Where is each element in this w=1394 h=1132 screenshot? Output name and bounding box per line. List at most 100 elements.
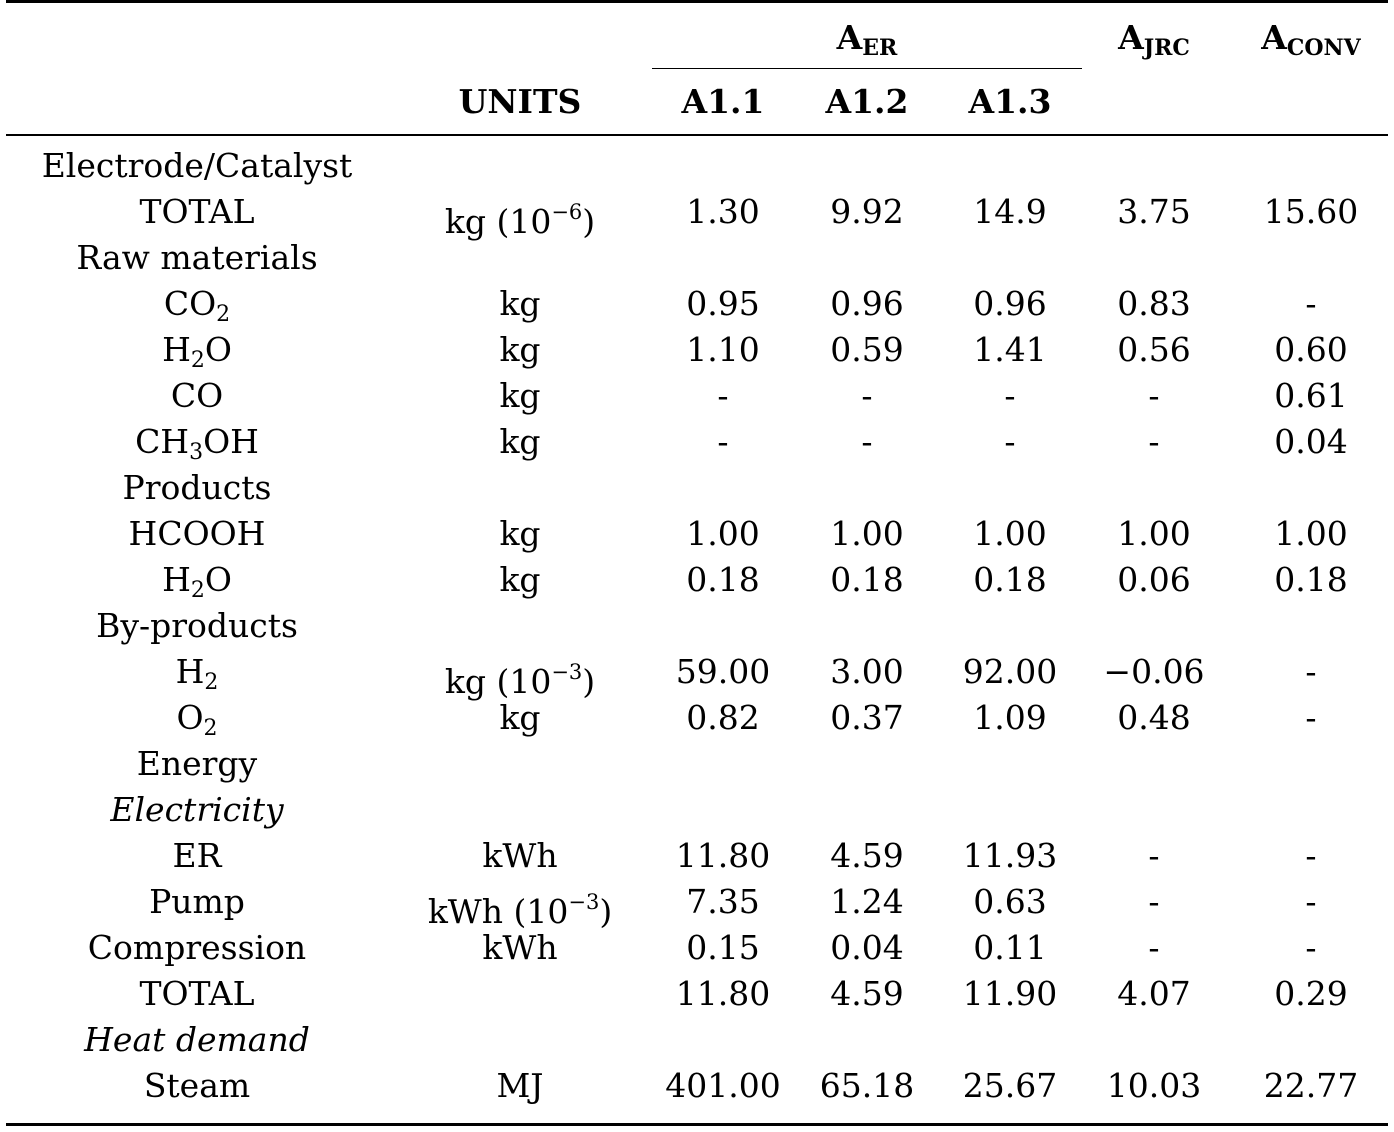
section-row: Energy [0, 744, 1394, 790]
row-label: H2O [162, 330, 232, 373]
value-cell: 401.00 [665, 1066, 781, 1105]
table-row: H2O kg 1.10 0.59 1.41 0.56 0.60 [0, 330, 1394, 376]
value-cell: 0.18 [973, 560, 1047, 599]
value-cell: 65.18 [819, 1066, 915, 1105]
section-row: By-products [0, 606, 1394, 652]
unit-cell: MJ [496, 1066, 544, 1105]
unit-cell: kg [499, 560, 541, 599]
value-cell: 25.67 [962, 1066, 1058, 1105]
unit-cell: kWh [482, 928, 558, 967]
row-label: CH3OH [135, 422, 259, 465]
value-cell: 0.18 [1274, 560, 1348, 599]
value-cell: 1.00 [1274, 514, 1348, 553]
value-cell: 0.15 [686, 928, 760, 967]
value-cell: 0.37 [830, 698, 904, 737]
value-cell: 0.95 [686, 284, 760, 323]
value-cell: - [717, 422, 729, 461]
value-cell: 0.18 [686, 560, 760, 599]
table-row: H2 kg (10−3) 59.00 3.00 92.00 −0.06 - [0, 652, 1394, 701]
table-row: O2 kg 0.82 0.37 1.09 0.48 - [0, 698, 1394, 744]
unit-cell: kg [499, 284, 541, 323]
unit-cell: kg [499, 514, 541, 553]
header-bottom-rule [6, 134, 1388, 136]
value-cell: - [861, 422, 873, 461]
value-cell: - [1305, 284, 1317, 323]
value-cell: 4.07 [1117, 974, 1191, 1013]
value-cell: 1.00 [830, 514, 904, 553]
value-cell: 11.80 [675, 974, 771, 1013]
value-cell: 1.41 [973, 330, 1047, 369]
value-cell: 1.10 [686, 330, 760, 369]
value-cell: 1.24 [830, 882, 904, 921]
value-cell: - [717, 376, 729, 415]
table-row: TOTAL kg (10−6) 1.30 9.92 14.9 3.75 15.60 [0, 192, 1394, 241]
row-label: CO2 [163, 284, 231, 327]
value-cell: 11.80 [675, 836, 771, 875]
value-cell: - [1148, 882, 1160, 921]
value-cell: 0.18 [830, 560, 904, 599]
value-cell: −0.06 [1103, 652, 1205, 691]
unit-cell: kg [499, 330, 541, 369]
value-cell: 1.00 [686, 514, 760, 553]
section-label: Electrode/Catalyst [41, 146, 353, 185]
value-cell: 3.00 [830, 652, 904, 691]
section-row: Heat demand [0, 1020, 1394, 1066]
value-cell: - [1305, 928, 1317, 967]
value-cell: 0.96 [830, 284, 904, 323]
value-cell: 92.00 [962, 652, 1058, 691]
value-cell: 7.35 [686, 882, 760, 921]
table-bottom-rule [6, 1123, 1388, 1126]
value-cell: 11.93 [962, 836, 1058, 875]
unit-cell: kg [499, 376, 541, 415]
header-col-a1-2: A1.2 [825, 82, 909, 121]
value-cell: - [1305, 836, 1317, 875]
row-label: Pump [149, 882, 245, 921]
table-row: Compression kWh 0.15 0.04 0.11 - - [0, 928, 1394, 974]
table-row: H2O kg 0.18 0.18 0.18 0.06 0.18 [0, 560, 1394, 606]
value-cell: - [1148, 836, 1160, 875]
table-row: TOTAL 11.80 4.59 11.90 4.07 0.29 [0, 974, 1394, 1020]
header-units: UNITS [458, 82, 582, 121]
value-cell: 4.59 [830, 974, 904, 1013]
value-cell: 9.92 [830, 192, 904, 231]
value-cell: - [861, 376, 873, 415]
value-cell: 0.04 [830, 928, 904, 967]
row-label: Compression [87, 928, 307, 967]
value-cell: - [1004, 422, 1016, 461]
section-label: Electricity [110, 790, 284, 829]
header-aconv: ACONV [1261, 18, 1361, 61]
row-label: O2 [176, 698, 218, 741]
value-cell: 4.59 [830, 836, 904, 875]
row-label: HCOOH [128, 514, 266, 553]
header-aer: AER [836, 18, 898, 61]
value-cell: 1.30 [686, 192, 760, 231]
row-label: TOTAL [139, 192, 255, 231]
value-cell: 3.75 [1117, 192, 1191, 231]
table-row: CO2 kg 0.95 0.96 0.96 0.83 - [0, 284, 1394, 330]
section-label: By-products [96, 606, 298, 645]
value-cell: 0.56 [1117, 330, 1191, 369]
value-cell: - [1305, 652, 1317, 691]
row-label: CO [170, 376, 224, 415]
unit-cell: kg (10−3) [444, 660, 596, 701]
value-cell: - [1004, 376, 1016, 415]
unit-cell: kg (10−6) [444, 200, 596, 241]
value-cell: - [1148, 422, 1160, 461]
value-cell: 0.04 [1274, 422, 1348, 461]
value-cell: 0.59 [830, 330, 904, 369]
section-row: Products [0, 468, 1394, 514]
value-cell: 0.29 [1274, 974, 1348, 1013]
table-row: CH3OH kg - - - - 0.04 [0, 422, 1394, 468]
value-cell: 15.60 [1263, 192, 1359, 231]
value-cell: - [1148, 928, 1160, 967]
value-cell: - [1305, 882, 1317, 921]
row-label: ER [172, 836, 222, 875]
value-cell: 22.77 [1263, 1066, 1359, 1105]
unit-cell: kWh [482, 836, 558, 875]
value-cell: 0.60 [1274, 330, 1348, 369]
value-cell: 10.03 [1106, 1066, 1202, 1105]
value-cell: 0.63 [973, 882, 1047, 921]
table-row: HCOOH kg 1.00 1.00 1.00 1.00 1.00 [0, 514, 1394, 560]
value-cell: 1.00 [1117, 514, 1191, 553]
row-label: H2 [175, 652, 219, 695]
